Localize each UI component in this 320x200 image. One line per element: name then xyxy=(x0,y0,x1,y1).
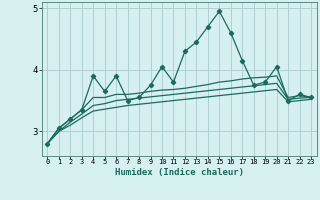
X-axis label: Humidex (Indice chaleur): Humidex (Indice chaleur) xyxy=(115,168,244,177)
